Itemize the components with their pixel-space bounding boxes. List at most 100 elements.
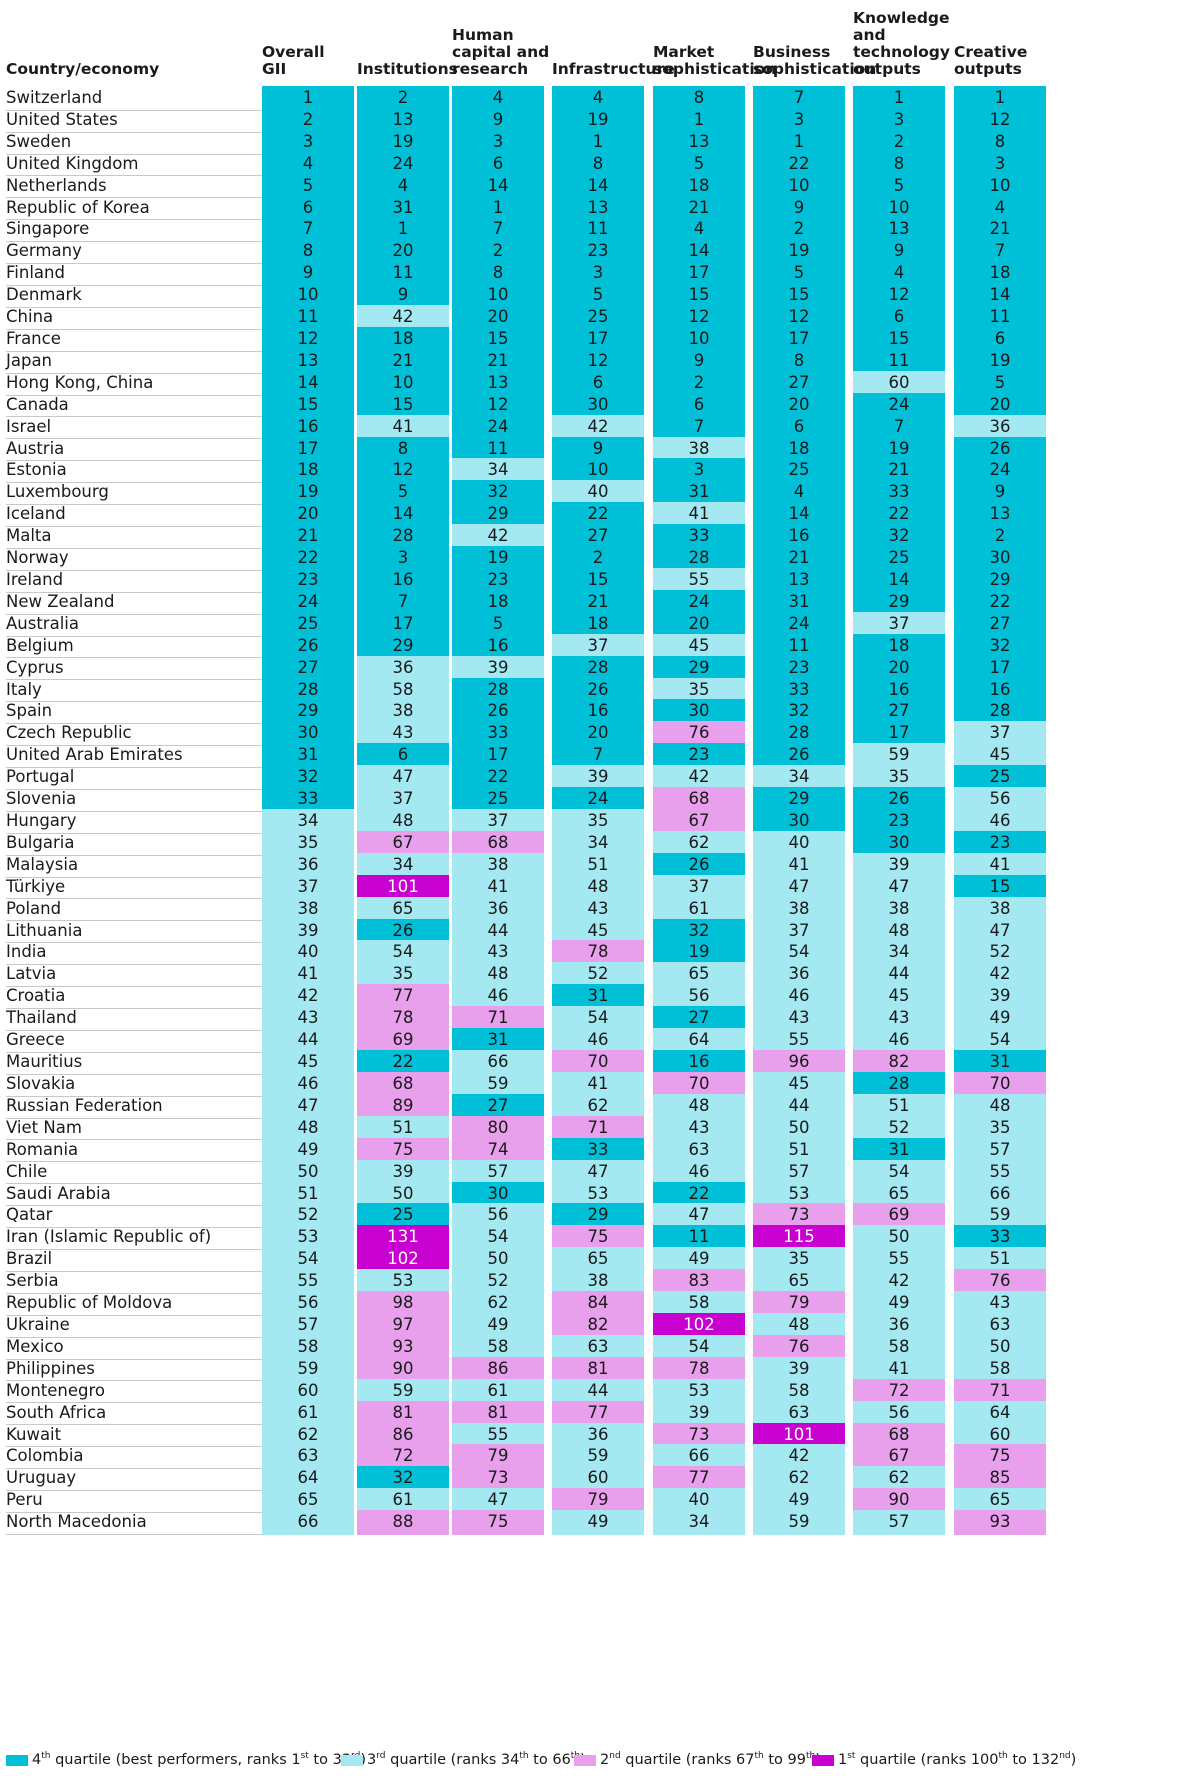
rank-cell: 54 [954, 1028, 1046, 1053]
rank-cell: 47 [452, 1488, 544, 1513]
rank-cell: 36 [552, 1422, 644, 1448]
country-name: Thailand [6, 1006, 288, 1031]
column-header-line: Creative [954, 43, 1028, 61]
rank-cell: 31 [452, 1028, 544, 1053]
table-row: North Macedonia 66 88 75 49 34 59 57 93 [0, 1510, 1185, 1535]
rank-cell: 45 [653, 633, 745, 659]
rank-cell: 18 [262, 458, 354, 484]
rank-cell: 39 [753, 1356, 845, 1382]
country-name: Colombia [6, 1444, 288, 1470]
table-row: Türkiye 37 101 41 48 37 47 47 15 [0, 874, 1185, 900]
rank-cell: 27 [262, 655, 354, 681]
rank-cell: 9 [954, 480, 1046, 506]
rank-cell: 19 [452, 546, 544, 571]
rank-cell: 80 [452, 1115, 544, 1141]
rank-cell: 43 [653, 1115, 745, 1141]
table-row: Lithuania 39 26 44 45 32 37 48 47 [0, 918, 1185, 944]
country-name: Brazil [6, 1247, 288, 1272]
rank-cell: 89 [357, 1093, 449, 1119]
table-row: Republic of Moldova 56 98 62 84 58 79 49 43 [0, 1291, 1185, 1316]
rank-cell: 85 [954, 1466, 1046, 1492]
rank-cell: 75 [357, 1137, 449, 1163]
table-row: China 11 42 20 25 12 12 6 11 [0, 305, 1185, 330]
rank-cell: 3 [954, 151, 1046, 177]
rank-cell: 66 [262, 1510, 354, 1535]
column-header: Institutions [357, 61, 458, 78]
rank-cell: 6 [357, 743, 449, 768]
rank-cell: 13 [552, 195, 644, 221]
rank-cell: 15 [853, 327, 945, 352]
rank-cell: 24 [954, 458, 1046, 484]
legend-text: to 66 [528, 1752, 571, 1768]
rank-cell: 65 [853, 1181, 945, 1207]
rank-cell: 33 [552, 1137, 644, 1163]
rank-cell: 67 [357, 830, 449, 856]
table-row: Norway 22 3 19 2 28 21 25 30 [0, 546, 1185, 571]
rank-cell: 51 [954, 1247, 1046, 1272]
rank-cell: 54 [653, 1334, 745, 1360]
rank-cell: 29 [653, 655, 745, 681]
rank-cell: 31 [653, 480, 745, 506]
table-row: Mauritius 45 22 66 70 16 96 82 31 [0, 1050, 1185, 1075]
rank-cell: 21 [552, 589, 644, 615]
rank-cell: 6 [552, 370, 644, 396]
column-header-line: research [452, 60, 529, 78]
rank-cell: 31 [262, 743, 354, 768]
rank-cell: 29 [552, 1203, 644, 1229]
rank-cell: 55 [262, 1269, 354, 1294]
rank-cell: 50 [452, 1247, 544, 1272]
country-name: Viet Nam [6, 1116, 288, 1141]
rank-cell: 4 [262, 151, 354, 177]
rank-cell: 28 [357, 524, 449, 549]
rank-cell: 77 [552, 1400, 644, 1426]
rank-cell: 1 [954, 86, 1046, 111]
rank-cell: 38 [753, 896, 845, 922]
rank-cell: 23 [753, 655, 845, 681]
table-row: India 40 54 43 78 19 54 34 52 [0, 940, 1185, 966]
rank-cell: 14 [653, 239, 745, 265]
rank-cell: 47 [552, 1159, 644, 1185]
rank-cell: 55 [753, 1028, 845, 1053]
rank-cell: 18 [357, 327, 449, 352]
rank-cell: 8 [262, 239, 354, 265]
rank-cell: 77 [653, 1466, 745, 1492]
rank-cell: 3 [262, 129, 354, 155]
rank-cell: 61 [357, 1488, 449, 1513]
rank-cell: 63 [753, 1400, 845, 1426]
rank-cell: 18 [653, 173, 745, 199]
rank-cell: 1 [452, 195, 544, 221]
country-name: Malta [6, 524, 288, 549]
rank-cell: 46 [452, 984, 544, 1009]
rank-cell: 60 [262, 1378, 354, 1404]
rank-cell: 39 [552, 765, 644, 790]
rank-cell: 131 [357, 1225, 449, 1250]
rank-cell: 44 [853, 962, 945, 988]
rank-cell: 7 [262, 217, 354, 243]
rank-cell: 10 [552, 458, 644, 484]
rank-cell: 14 [552, 173, 644, 199]
rank-cell: 64 [653, 1028, 745, 1053]
rank-cell: 16 [853, 677, 945, 703]
rank-cell: 33 [954, 1225, 1046, 1250]
rank-cell: 35 [357, 962, 449, 988]
rank-cell: 41 [954, 852, 1046, 878]
rank-cell: 46 [853, 1028, 945, 1053]
table-row: Uruguay 64 32 73 60 77 62 62 85 [0, 1466, 1185, 1492]
rank-cell: 22 [954, 589, 1046, 615]
table-row: Qatar 52 25 56 29 47 73 69 59 [0, 1203, 1185, 1229]
table-row: Latvia 41 35 48 52 65 36 44 42 [0, 962, 1185, 988]
rank-cell: 8 [357, 436, 449, 462]
rank-cell: 5 [262, 173, 354, 199]
table-row: Canada 15 15 12 30 6 20 24 20 [0, 392, 1185, 418]
rank-cell: 16 [262, 414, 354, 440]
rank-cell: 39 [954, 984, 1046, 1009]
rank-cell: 81 [452, 1400, 544, 1426]
table-row: Colombia 63 72 79 59 66 42 67 75 [0, 1444, 1185, 1470]
rank-cell: 38 [452, 852, 544, 878]
country-name: Estonia [6, 458, 288, 484]
rank-cell: 42 [262, 984, 354, 1009]
rank-cell: 50 [954, 1334, 1046, 1360]
rank-cell: 59 [753, 1510, 845, 1535]
rank-cell: 62 [262, 1422, 354, 1448]
table-row: Bulgaria 35 67 68 34 62 40 30 23 [0, 830, 1185, 856]
